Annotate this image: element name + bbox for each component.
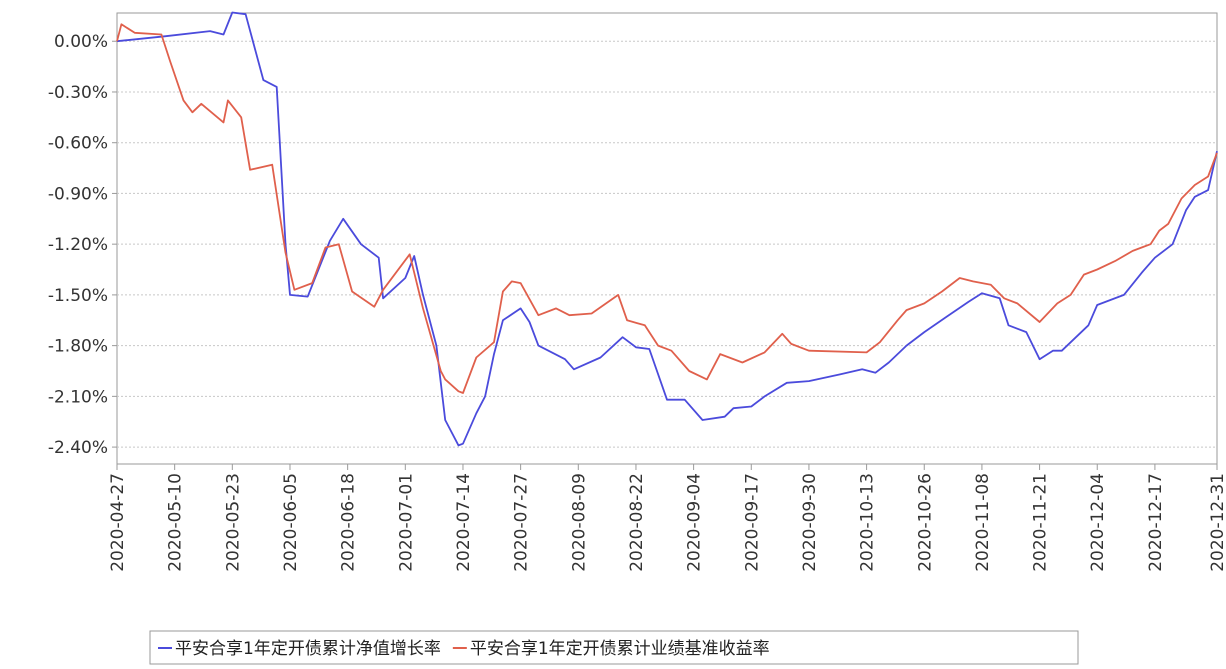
x-tick-label: 2020-12-31 <box>1208 473 1226 572</box>
legend: 平安合享1年定开债累计净值增长率 平安合享1年定开债累计业绩基准收益率 <box>149 630 1079 665</box>
x-tick-label: 2020-09-17 <box>742 473 762 572</box>
series-layer <box>116 11 1218 447</box>
x-tick-label: 2020-07-27 <box>512 473 532 572</box>
x-tick-label: 2020-11-08 <box>973 473 993 572</box>
y-tick-label: -1.50% <box>48 286 108 306</box>
y-tick-label: -0.90% <box>48 184 108 204</box>
x-tick-label: 2020-11-21 <box>1031 473 1051 572</box>
y-axis: 0.00% -0.30% -0.60% -0.90% -1.20% -1.50% -1.80… <box>48 32 117 458</box>
y-tick-label: -1.20% <box>48 235 108 255</box>
y-tick-label: -0.60% <box>48 134 108 154</box>
x-tick-label: 2020-06-18 <box>339 473 359 572</box>
x-tick-label: 2020-04-27 <box>108 473 128 572</box>
y-tick-label: -2.10% <box>48 387 108 407</box>
x-tick-label: 2020-05-23 <box>223 473 243 572</box>
x-axis: 2020-04-27 2020-05-10 2020-05-23 2020-06-05… <box>108 464 1226 572</box>
x-tick-label: 2020-05-10 <box>166 473 186 572</box>
y-tick-label: -2.40% <box>48 438 108 458</box>
x-tick-label: 2020-10-26 <box>915 473 935 572</box>
x-tick-label: 2020-09-30 <box>800 473 820 572</box>
y-tick-label: -0.30% <box>48 83 108 103</box>
series-line-1 <box>116 11 1218 447</box>
x-tick-label: 2020-12-17 <box>1146 473 1166 572</box>
x-tick-label: 2020-10-13 <box>858 473 878 572</box>
x-tick-label: 2020-07-01 <box>396 473 416 572</box>
x-tick-label: 2020-07-14 <box>454 473 474 572</box>
legend-label: 平安合享1年定开债累计净值增长率 <box>175 639 441 659</box>
legend-label: 平安合享1年定开债累计业绩基准收益率 <box>470 639 770 659</box>
series-line-2 <box>116 23 1218 394</box>
x-tick-label: 2020-08-22 <box>627 473 647 572</box>
x-tick-label: 2020-09-04 <box>685 473 705 572</box>
x-tick-label: 2020-12-04 <box>1088 473 1108 572</box>
x-tick-label: 2020-08-09 <box>569 473 589 572</box>
legend-box <box>149 630 1079 665</box>
y-tick-label: 0.00% <box>54 32 108 52</box>
plot-area <box>116 12 1218 465</box>
x-tick-label: 2020-06-05 <box>281 473 301 572</box>
y-tick-label: -1.80% <box>48 337 108 357</box>
